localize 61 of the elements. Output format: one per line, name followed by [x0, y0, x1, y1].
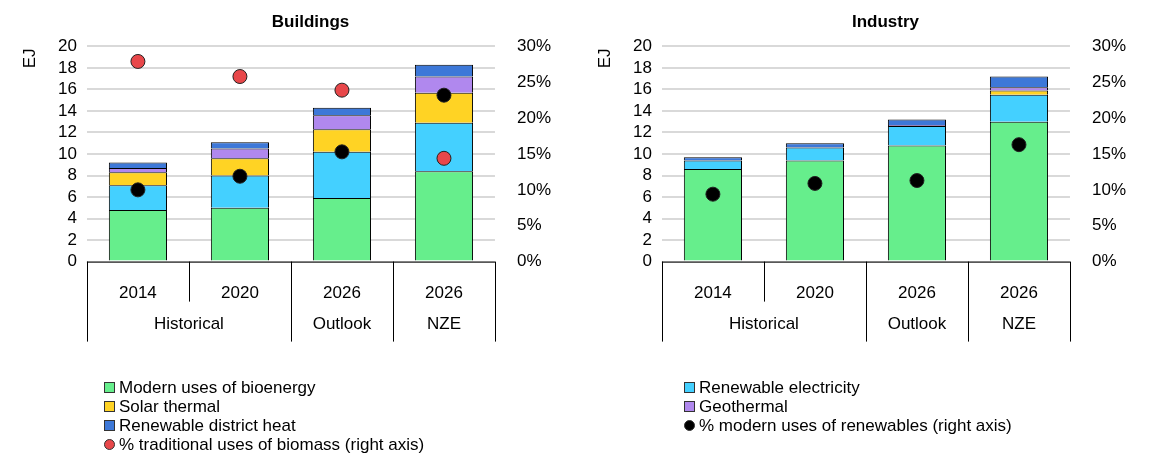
- chart-title: Buildings: [271, 11, 350, 31]
- legend-label: % traditional uses of biomass (right axis): [119, 435, 425, 454]
- x-tick-label: 2026: [323, 283, 361, 303]
- x-tick-label: 2026: [425, 283, 463, 303]
- x-tick-label: 2026: [898, 283, 936, 303]
- y-tick-label: 14: [57, 100, 77, 120]
- chart-title: Industry: [851, 11, 920, 31]
- y-tick-label: 16: [57, 79, 77, 99]
- y-tick-label: 4: [67, 208, 77, 228]
- text: Outlook: [312, 314, 372, 334]
- y2-tick-label: 30%: [1091, 36, 1127, 56]
- y2-tick-label: 20%: [516, 107, 552, 127]
- y-tick-label: 0: [642, 251, 652, 271]
- legend-label: % modern uses of renewables (right axis): [699, 416, 1012, 435]
- y2-tick-label: 15%: [1091, 143, 1127, 163]
- text: NZE: [1001, 314, 1036, 334]
- legend-label: Renewable electricity: [699, 378, 860, 397]
- y-tick-label: 8: [642, 165, 652, 185]
- x-tick-label: 2014: [694, 283, 732, 303]
- y-tick-label: 12: [57, 122, 77, 142]
- y-tick-label: 20: [57, 36, 77, 56]
- y-tick-label: 8: [67, 165, 77, 185]
- y2-tick-label: 30%: [516, 36, 552, 56]
- legend-label: Modern uses of bioenergy: [119, 378, 316, 397]
- x-tick-label: 2014: [119, 283, 157, 303]
- y2-tick-label: 0%: [1091, 251, 1117, 271]
- y-tick-label: 18: [632, 57, 652, 77]
- x-tick-label: 2026: [1000, 283, 1038, 303]
- y-axis-title: EJ: [19, 48, 39, 69]
- y-tick-label: 6: [67, 186, 77, 206]
- y-tick-label: 12: [632, 122, 652, 142]
- y-tick-label: 4: [642, 208, 652, 228]
- y-tick-label: 20: [632, 36, 652, 56]
- y-tick-label: 10: [632, 143, 652, 163]
- y2-tick-label: 5%: [1091, 215, 1117, 235]
- text: NZE: [426, 314, 461, 334]
- legend-label: Renewable district heat: [119, 416, 296, 435]
- y2-tick-label: 5%: [516, 215, 542, 235]
- x-tick-label: 2020: [221, 283, 259, 303]
- y2-tick-label: 0%: [516, 251, 542, 271]
- y-tick-label: 18: [57, 57, 77, 77]
- y-tick-label: 2: [642, 229, 652, 249]
- text: Historical: [153, 314, 224, 334]
- y-tick-label: 0: [67, 251, 77, 271]
- y2-tick-label: 25%: [516, 71, 552, 91]
- y-tick-label: 10: [57, 143, 77, 163]
- y-tick-label: 16: [632, 79, 652, 99]
- y2-tick-label: 20%: [1091, 107, 1127, 127]
- x-tick-label: 2020: [796, 283, 834, 303]
- y-tick-label: 14: [632, 100, 652, 120]
- legend-label: Solar thermal: [119, 397, 221, 416]
- y2-tick-label: 10%: [516, 179, 552, 199]
- y2-tick-label: 15%: [516, 143, 552, 163]
- y-tick-label: 2: [67, 229, 77, 249]
- text: Historical: [728, 314, 799, 334]
- y2-tick-label: 25%: [1091, 71, 1127, 91]
- y2-tick-label: 10%: [1091, 179, 1127, 199]
- y-tick-label: 6: [642, 186, 652, 206]
- y-axis-title: EJ: [594, 48, 614, 69]
- legend-label: Geothermal: [699, 397, 788, 416]
- text: Outlook: [887, 314, 947, 334]
